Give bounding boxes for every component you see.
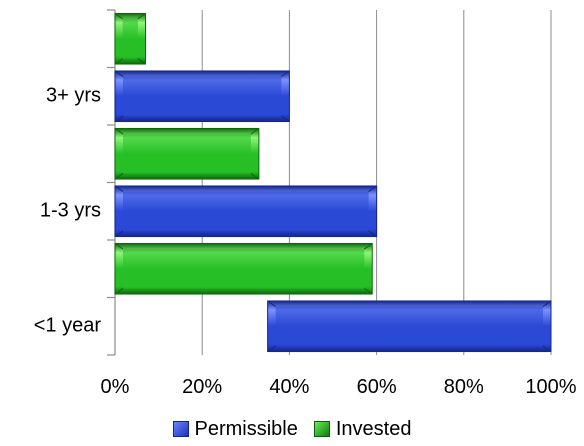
bar-permissible-1 [114,185,378,238]
legend-label-invested: Invested [335,417,412,440]
legend-label-permissible: Permissible [194,417,298,440]
legend: Permissible Invested [0,414,584,444]
bar-invested-2 [114,242,373,295]
bar-permissible-2 [267,300,552,353]
category-labels: 3+ yrs 1-3 yrs <1 year [34,85,102,337]
legend-swatch-invested [313,421,330,437]
bar-permissible-0 [114,70,290,123]
bar-invested-1 [114,127,260,180]
x-tick-label: 40% [269,376,309,398]
category-label: 1-3 yrs [40,200,101,222]
bars [114,12,552,353]
category-label: 3+ yrs [46,85,101,107]
category-label: <1 year [34,315,102,337]
x-tick-labels: 0% 20% 40% 60% 80% 100% [101,376,577,398]
x-tick-label: 100% [525,376,576,398]
legend-item-permissible: Permissible [172,417,298,441]
x-tick-label: 0% [101,376,130,398]
gridlines [201,10,552,355]
x-tick-label: 60% [357,376,397,398]
x-tick-label: 20% [182,376,222,398]
bar-chart: 3+ yrs 1-3 yrs <1 year 0% 20% 40% 60% 80% 100% [34,9,577,398]
bar-invested-0 [114,12,147,65]
x-tick-label: 80% [444,376,484,398]
legend-swatch-permissible [172,421,189,437]
y-axis [107,9,116,356]
legend-item-invested: Invested [313,417,412,441]
